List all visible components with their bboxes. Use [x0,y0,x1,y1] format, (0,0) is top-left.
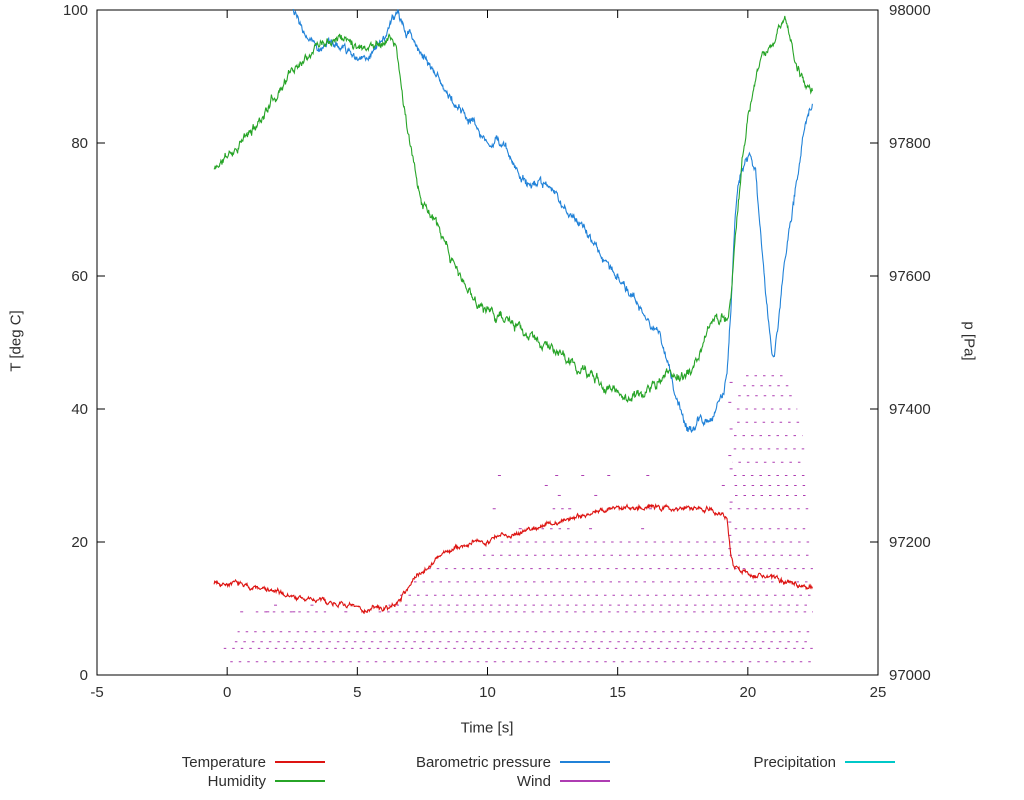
x-axis-label: Time [s] [460,719,514,737]
x-tick-label: 5 [353,684,361,701]
x-tick-label: -5 [90,684,103,701]
y-right-tick-label: 97800 [889,135,931,152]
legend-item-precipitation: Precipitation [753,753,895,771]
plot-frame [96,9,879,676]
series-barometric-pressure [292,9,813,434]
legend-label-wind: Wind [516,772,551,790]
x-tick-label: 10 [479,684,496,701]
legend-label-barometric-pressure: Barometric pressure [415,753,551,771]
tick-labels: -5 0 5 10 15 20 250204060801009700097200974009… [63,2,931,701]
y-left-tick-label: 0 [80,667,88,684]
legend-line-sample-temperature [275,761,325,763]
y-left-tick-label: 60 [71,268,88,285]
y-right-tick-label: 98000 [889,2,931,19]
legend-item-wind: Wind [517,772,610,790]
x-tick-label: 0 [223,684,231,701]
legend-item-barometric-pressure: Barometric pressure [416,753,610,771]
y-left-tick-label: 40 [71,401,88,418]
x-tick-label: 15 [609,684,626,701]
y-right-tick-label: 97200 [889,534,931,551]
legend-line-sample-precipitation [845,761,895,763]
y-axis-label-right: p [Pa] [960,321,978,361]
y-axis-label-left: T [deg C] [7,310,25,372]
legend-item-humidity: Humidity [208,772,325,790]
legend-label-precipitation: Precipitation [753,753,836,771]
legend-line-sample-barometric-pressure [560,761,610,763]
y-right-tick-label: 97000 [889,667,931,684]
x-tick-label: 20 [739,684,756,701]
legend-item-temperature: Temperature [182,753,325,771]
y-right-tick-label: 97600 [889,268,931,285]
series-wind [221,375,813,663]
legend-line-sample-humidity [275,780,325,782]
series-humidity [213,15,813,404]
legend-label-temperature: Temperature [181,753,266,771]
y-left-tick-label: 20 [71,534,88,551]
legend-label-humidity: Humidity [207,772,266,790]
series-temperature [213,502,813,615]
legend-line-sample-wind [560,780,610,782]
y-right-tick-label: 97400 [889,401,931,418]
x-tick-label: 25 [870,684,887,701]
y-left-tick-label: 100 [63,2,88,19]
y-left-tick-label: 80 [71,135,88,152]
